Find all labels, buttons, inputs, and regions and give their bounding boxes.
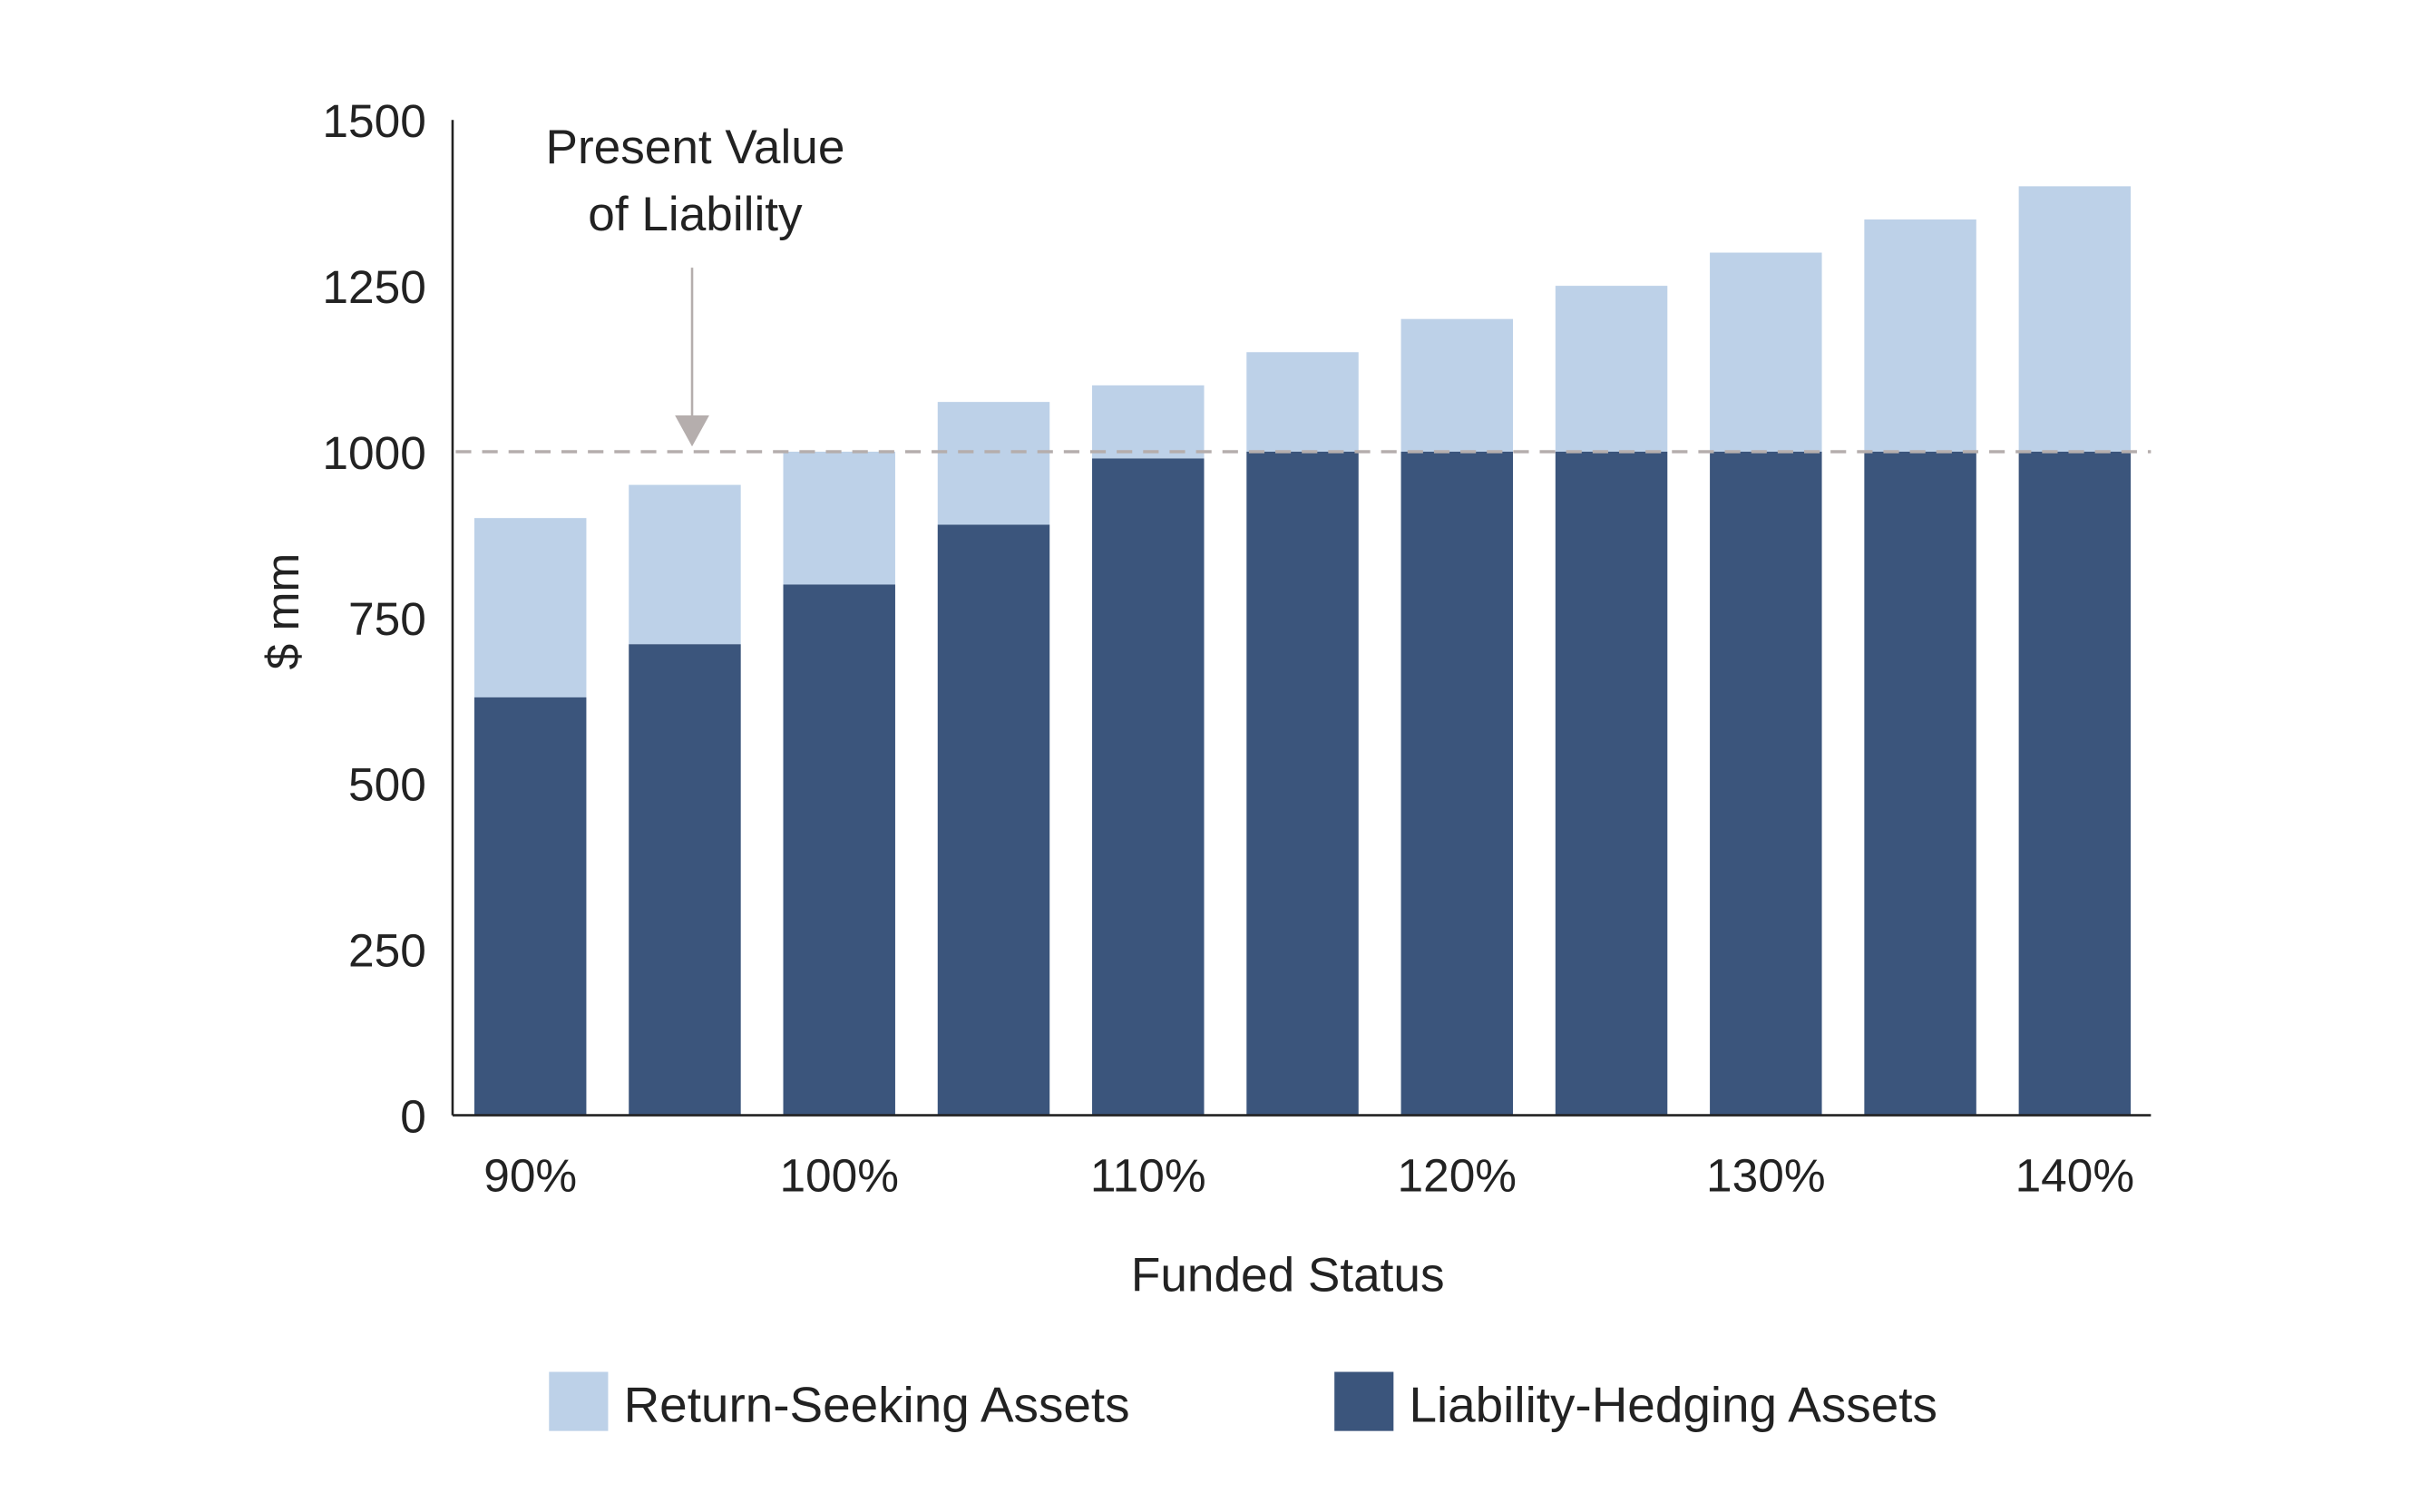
x-tick-label: 100%	[779, 1149, 899, 1202]
bar-return-seeking-130pct	[1710, 252, 1822, 452]
x-tick-label: 120%	[1398, 1149, 1517, 1202]
legend-label-liability-hedging: Liability-Hedging Assets	[1409, 1376, 1937, 1432]
legend-swatch-liability-hedging	[1334, 1371, 1394, 1431]
bar-liability-hedging-90pct	[473, 697, 587, 1116]
bar-return-seeking-115pct	[1246, 352, 1359, 452]
bar-return-seeking-140pct	[2018, 186, 2132, 452]
bar-liability-hedging-130pct	[1710, 451, 1822, 1116]
y-tick-label: 1500	[322, 94, 425, 147]
legend-swatch-return-seeking	[549, 1371, 609, 1431]
x-tick-label: 140%	[2015, 1149, 2135, 1202]
bar-return-seeking-100pct	[783, 451, 895, 585]
y-tick-label: 500	[348, 758, 426, 811]
y-axis-label: $ mm	[256, 553, 308, 670]
y-tick-label: 1000	[322, 426, 425, 479]
bar-liability-hedging-135pct	[1864, 451, 1976, 1116]
bar-liability-hedging-100pct	[783, 584, 895, 1116]
bar-liability-hedging-120pct	[1400, 451, 1514, 1116]
y-tick-labels: 0 250 500 750 1000 1250 1500	[322, 94, 425, 1142]
bar-return-seeking-125pct	[1555, 286, 1668, 452]
bar-liability-hedging-110pct	[1092, 458, 1205, 1116]
x-tick-label: 110%	[1090, 1149, 1206, 1202]
y-tick-label: 0	[400, 1089, 426, 1142]
x-axis-label: Funded Status	[1131, 1248, 1445, 1302]
bar-liability-hedging-115pct	[1246, 451, 1359, 1116]
bar-liability-hedging-105pct	[937, 524, 1050, 1116]
annotation-line-2: of Liability	[588, 188, 803, 241]
bar-return-seeking-105pct	[937, 402, 1050, 525]
x-tick-label: 130%	[1706, 1149, 1826, 1202]
x-tick-label: 90%	[483, 1149, 577, 1202]
bar-return-seeking-110pct	[1092, 385, 1205, 459]
legend-label-return-seeking: Return-Seeking Assets	[624, 1376, 1130, 1432]
bar-return-seeking-135pct	[1864, 219, 1976, 452]
legend: Return-Seeking Assets Liability-Hedging …	[549, 1371, 1937, 1432]
bar-return-seeking-95pct	[629, 484, 741, 645]
y-tick-label: 250	[348, 924, 426, 977]
bar-liability-hedging-140pct	[2018, 451, 2132, 1116]
bar-return-seeking-90pct	[473, 518, 587, 697]
bars-group	[473, 186, 2132, 1116]
annotation-line-1: Present Value	[546, 121, 845, 174]
bar-return-seeking-120pct	[1400, 318, 1514, 452]
bar-liability-hedging-125pct	[1555, 451, 1668, 1116]
bar-liability-hedging-95pct	[629, 644, 741, 1116]
x-tick-labels: 90% 100% 110% 120% 130% 140%	[483, 1149, 2134, 1202]
annotation-arrow-head-icon	[675, 415, 709, 447]
y-tick-label: 1250	[322, 260, 425, 313]
y-tick-label: 750	[348, 592, 426, 645]
